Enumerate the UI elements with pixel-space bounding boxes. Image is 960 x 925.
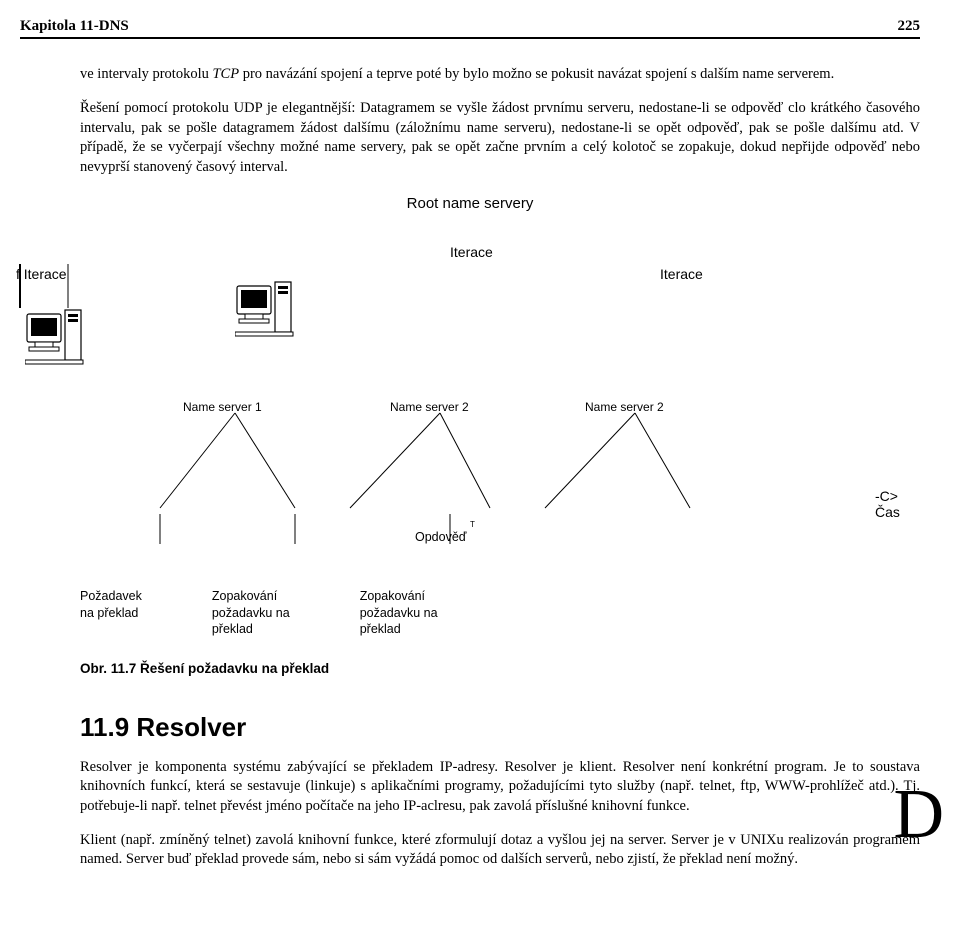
cas-label: -C> Čas (875, 488, 920, 520)
figure-caption: Obr. 11.7 Řešení požadavku na překlad (80, 661, 920, 676)
root-name-servery-title: Root name servery (20, 195, 920, 212)
iterace-right-label: Iterace (660, 266, 703, 282)
computer-left-icon (25, 308, 85, 371)
para1-pre: ve intervaly protokolu (80, 66, 212, 82)
timeline-col-3: Zopakování požadavku na překlad (360, 588, 438, 637)
paragraph-1: ve intervaly protokolu TCP pro navázání … (80, 65, 920, 85)
computer-mid-icon (235, 280, 295, 343)
diagram: f Iterace Iterace Iterace Name server 1 … (20, 238, 920, 558)
timeline-col-2: Zopakování požadavku na překlad (212, 588, 290, 637)
resolver-paragraph-1: Resolver je komponenta systému zabývajíc… (80, 758, 920, 817)
para1-tcp: TCP (212, 66, 239, 82)
tiny-t-label: T (470, 520, 475, 529)
diagram-svg (20, 238, 920, 558)
iterace-mid-label: Iterace (450, 244, 493, 260)
resolver-paragraph-2: Klient (např. zmíněný telnet) zavolá kni… (80, 831, 920, 870)
paragraph-2: Řešení pomocí protokolu UDP je elegantně… (80, 99, 920, 177)
name-server-1-label: Name server 1 (183, 400, 262, 414)
name-server-2-label: Name server 2 (390, 400, 469, 414)
odpoved-label: Opdověď (415, 530, 466, 544)
section-heading-resolver: 11.9 Resolver (80, 712, 920, 743)
timeline-labels-row: Požadavek na překlad Zopakování požadavk… (80, 588, 920, 637)
header-left: Kapitola 11-DNS (20, 18, 129, 35)
timeline-col-1: Požadavek na překlad (80, 588, 142, 637)
page-header: Kapitola 11-DNS 225 (20, 18, 920, 39)
para1-post: pro navázání spojení a teprve poté by by… (239, 66, 834, 82)
page: Kapitola 11-DNS 225 ve intervaly protoko… (0, 0, 960, 910)
iterace-left-label: f Iterace (16, 266, 67, 282)
big-d-letter: D (893, 780, 944, 850)
header-page-number: 225 (898, 18, 921, 35)
name-server-3-label: Name server 2 (585, 400, 664, 414)
